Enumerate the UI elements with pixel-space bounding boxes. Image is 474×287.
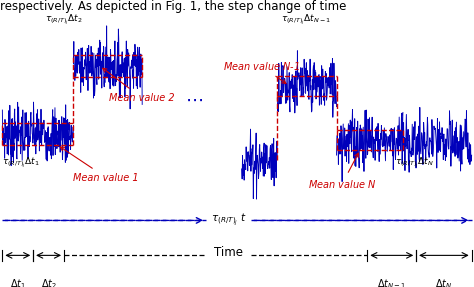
Text: Mean value 1: Mean value 1 xyxy=(60,147,139,183)
Text: respectively. As depicted in Fig. 1, the step change of time: respectively. As depicted in Fig. 1, the… xyxy=(0,0,346,13)
Text: $\Delta t_2$: $\Delta t_2$ xyxy=(41,277,56,287)
Text: $\Delta t_{N-1}$: $\Delta t_{N-1}$ xyxy=(377,277,407,287)
Text: $\tau_{(R/T)_j}\Delta t_N$: $\tau_{(R/T)_j}\Delta t_N$ xyxy=(395,156,434,170)
Text: $\tau_{(R/T)_j}\Delta t_1$: $\tau_{(R/T)_j}\Delta t_1$ xyxy=(2,156,40,170)
Text: Time: Time xyxy=(214,246,243,259)
Text: $\tau_{(R/T)_j}\Delta t_2$: $\tau_{(R/T)_j}\Delta t_2$ xyxy=(45,12,83,26)
Text: $\tau_{(R/T)_j}\ t$: $\tau_{(R/T)_j}\ t$ xyxy=(210,212,246,228)
Text: $\Delta t_N$: $\Delta t_N$ xyxy=(435,277,453,287)
Text: $\tau_{(R/T)_j}\Delta t_{N-1}$: $\tau_{(R/T)_j}\Delta t_{N-1}$ xyxy=(281,12,331,26)
Text: Mean value 2: Mean value 2 xyxy=(103,68,174,103)
Text: $\cdots$: $\cdots$ xyxy=(185,91,203,109)
Text: Mean value $N$: Mean value $N$ xyxy=(308,153,376,190)
Text: Mean value $N$-1: Mean value $N$-1 xyxy=(223,60,300,84)
Text: $\Delta t_1$: $\Delta t_1$ xyxy=(10,277,26,287)
